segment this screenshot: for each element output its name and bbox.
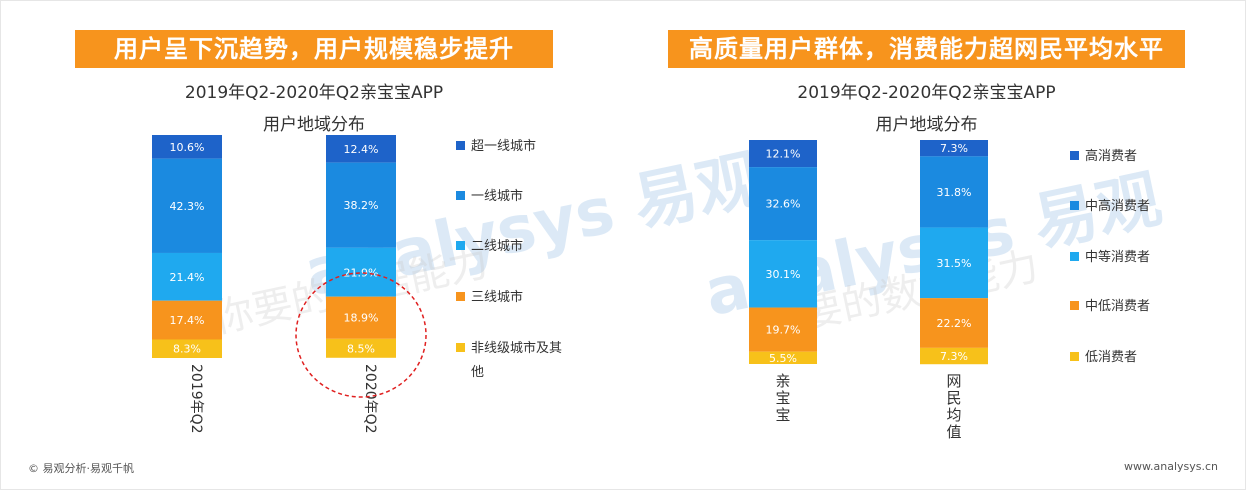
- legend-label: 二线城市: [471, 238, 523, 254]
- bar-segment-2-5: [326, 338, 396, 358]
- legend-label: 中高消费者: [1085, 198, 1150, 214]
- category-label-char: 亲: [775, 372, 790, 390]
- right-subtitle-line2: 用户地域分布: [875, 115, 978, 135]
- bar-segment-1-3: [152, 252, 222, 301]
- bar-data-label: 8.3%: [173, 343, 201, 356]
- bar-data-label: 38.2%: [344, 199, 379, 212]
- left-subtitle-line2: 用户地域分布: [263, 115, 365, 135]
- legend-label: 中等消费者: [1085, 249, 1150, 265]
- legend-swatch: [1070, 301, 1079, 310]
- bar-segment-1-5: [749, 351, 817, 364]
- bar-data-label: 19.7%: [766, 324, 801, 337]
- bar-data-label: 31.8%: [937, 186, 972, 199]
- bar-data-label: 21.9%: [344, 266, 379, 279]
- bar-segment-1-2: [749, 167, 817, 241]
- legend-label: 他: [471, 365, 484, 380]
- legend-label: 高消费者: [1085, 148, 1137, 164]
- bar-data-label: 12.1%: [766, 148, 801, 161]
- bar-segment-1-2: [152, 158, 222, 253]
- bar-data-label: 42.3%: [170, 200, 205, 213]
- bar-segment-1-4: [152, 300, 222, 340]
- legend-swatch: [456, 191, 465, 200]
- bar-segment-1-5: [152, 339, 222, 358]
- category-label-char: 宝: [775, 389, 790, 407]
- legend-label: 超一线城市: [471, 138, 536, 154]
- legend-swatch: [1070, 151, 1079, 160]
- footer-copyright: © 易观分析·易观千帆: [28, 462, 134, 475]
- category-label-char: 宝: [775, 406, 790, 424]
- left-stacked-bar-chart: 10.6% 42.3% 21.4% 17.4% 8.3% 2019年Q2 12.4% 38.2…: [152, 135, 562, 434]
- bar-data-label: 7.3%: [940, 142, 968, 155]
- bar-segment-2-4: [326, 296, 396, 339]
- bar-data-label: 17.4%: [170, 314, 205, 327]
- legend-swatch: [1070, 252, 1079, 261]
- legend-label: 三线城市: [471, 289, 523, 305]
- bar-data-label: 21.4%: [170, 271, 205, 284]
- right-banner: 高质量用户群体，消费能力超网民平均水平: [668, 30, 1185, 68]
- legend-label: 低消费者: [1085, 350, 1137, 365]
- left-banner: 用户呈下沉趋势，用户规模稳步提升: [75, 30, 553, 68]
- bar-data-label: 32.6%: [766, 198, 801, 211]
- legend-swatch: [1070, 201, 1079, 210]
- legend-swatch: [456, 343, 465, 352]
- bar-data-label: 8.5%: [347, 342, 375, 355]
- legend-swatch: [456, 141, 465, 150]
- right-subtitle-line1: 2019年Q2-2020年Q2亲宝宝APP: [797, 83, 1056, 103]
- bar-data-label: 10.6%: [170, 141, 205, 154]
- legend-swatch: [1070, 352, 1079, 361]
- legend-label: 中低消费者: [1085, 299, 1150, 314]
- bar-data-label: 22.2%: [937, 317, 972, 330]
- bar-segment-2-1: [920, 140, 988, 157]
- bar-segment-2-2: [920, 156, 988, 228]
- bar-data-label: 7.3%: [940, 350, 968, 363]
- bar-segment-2-4: [920, 298, 988, 348]
- category-label: 亲宝宝: [775, 372, 790, 424]
- bar-data-label: 31.5%: [937, 257, 972, 270]
- footer-website: www.analysys.cn: [1124, 460, 1218, 473]
- bar-data-label: 5.5%: [769, 352, 797, 365]
- category-label-char: 值: [946, 423, 961, 441]
- bar-segment-1-1: [152, 135, 222, 159]
- legend-swatch: [456, 292, 465, 301]
- bar-segment-2-2: [326, 162, 396, 248]
- bar-segment-1-1: [749, 140, 817, 168]
- bar-segment-1-4: [749, 307, 817, 352]
- bar-data-label: 30.1%: [766, 268, 801, 281]
- right-stacked-bar-chart: 12.1% 32.6% 30.1% 19.7% 5.5% 亲宝宝 7.3% 31.8% 31.5…: [749, 140, 1150, 441]
- legend-swatch: [456, 241, 465, 250]
- highlight-circle: [295, 272, 427, 398]
- bar-segment-2-3: [326, 247, 396, 297]
- legend-label: 一线城市: [471, 188, 523, 204]
- bar-segment-2-3: [920, 227, 988, 299]
- category-label: 2020年Q2: [362, 364, 378, 434]
- category-label-char: 均: [946, 406, 961, 424]
- bar-segment-2-1: [326, 135, 396, 163]
- legend-label: 非线级城市及其: [471, 340, 562, 356]
- category-label-char: 网: [946, 372, 961, 390]
- category-label-char: 民: [946, 389, 961, 407]
- left-subtitle-line1: 2019年Q2-2020年Q2亲宝宝APP: [184, 83, 444, 103]
- bar-segment-2-5: [920, 347, 988, 365]
- bar-data-label: 12.4%: [344, 143, 379, 156]
- bar-data-label: 18.9%: [344, 312, 379, 325]
- bar-segment-1-3: [749, 240, 817, 308]
- category-label: 2019年Q2: [188, 364, 204, 434]
